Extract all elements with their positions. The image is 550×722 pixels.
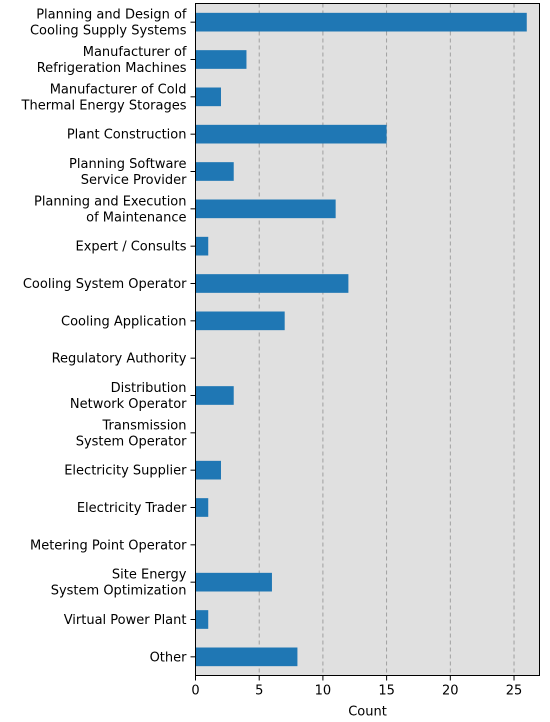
y-axis-ticks: Planning and Design of Cooling Supply Sys…	[21, 8, 196, 665]
y-tick-label: Planning Software Service Provider	[69, 157, 187, 188]
plot-frame	[195, 3, 540, 676]
plot-background	[195, 3, 540, 676]
y-tick-label: Regulatory Authority	[52, 352, 187, 367]
bar	[195, 236, 209, 256]
y-tick-label: Metering Point Operator	[30, 538, 187, 553]
bar	[195, 460, 221, 480]
x-tick-label: 15	[378, 684, 395, 699]
bar	[195, 610, 209, 629]
x-tick-label: 5	[255, 684, 263, 699]
bar	[195, 87, 221, 107]
bar	[195, 50, 247, 69]
y-tick-label: Cooling System Operator	[23, 277, 187, 292]
x-tick-label: 20	[442, 684, 459, 699]
bar	[195, 274, 349, 293]
bar	[195, 162, 234, 181]
y-tick-label: Other	[150, 650, 188, 665]
bar	[195, 386, 234, 405]
bar	[195, 311, 285, 331]
bars	[195, 12, 527, 667]
grid-lines	[258, 3, 515, 676]
y-tick-label: Planning and Design of Cooling Supply Sys…	[30, 8, 187, 39]
bar	[195, 572, 272, 592]
y-tick-label: Virtual Power Plant	[64, 613, 187, 628]
bar	[195, 124, 387, 144]
x-tick-label: 25	[506, 684, 523, 699]
y-tick-label: Site Energy System Optimization	[51, 568, 187, 599]
y-tick-label: Cooling Application	[61, 314, 186, 329]
y-tick-label: Manufacturer of Cold Thermal Energy Stora…	[21, 82, 187, 113]
bar	[195, 647, 298, 667]
bar	[195, 498, 209, 517]
bar	[195, 199, 336, 219]
y-tick-label: Transmission System Operator	[76, 418, 187, 449]
y-tick-label: Distribution Network Operator	[70, 381, 187, 412]
x-tick-label: 0	[191, 684, 199, 699]
y-tick-label: Planning and Execution of Maintenance	[34, 194, 187, 225]
x-axis-label: Count	[348, 705, 387, 720]
x-tick-label: 10	[315, 684, 332, 699]
bar	[195, 12, 527, 32]
y-tick-label: Electricity Trader	[77, 501, 187, 516]
y-tick-label: Expert / Consults	[75, 240, 186, 255]
y-tick-label: Electricity Supplier	[64, 464, 187, 479]
x-axis-ticks: 0 5 10 15 20 25	[191, 675, 523, 699]
y-tick-label: Manufacturer of Refrigeration Machines	[37, 45, 187, 76]
y-tick-label: Plant Construction	[67, 128, 187, 143]
